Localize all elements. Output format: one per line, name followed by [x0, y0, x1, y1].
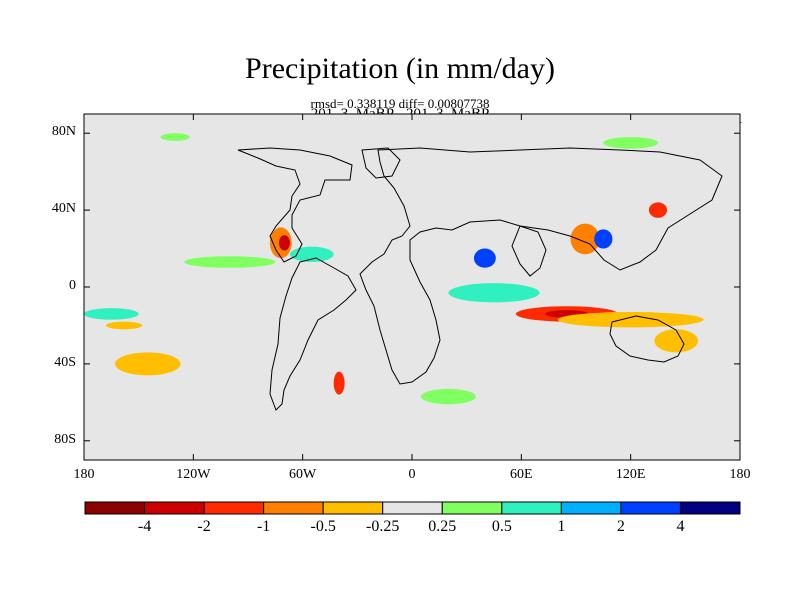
y-tick-label: 40S — [54, 354, 76, 370]
colorbar-swatch — [322, 501, 384, 515]
y-tick-label: 0 — [69, 278, 76, 293]
colorbar-level-label: 1 — [557, 518, 566, 535]
contour-south-pacific-patch — [114, 352, 181, 376]
contour-pacific-eq-west-band — [84, 308, 139, 320]
coastline-australia — [609, 315, 685, 363]
colorbar-level-label: -2 — [197, 518, 211, 535]
colorbar-swatch — [441, 501, 503, 515]
colorbar-swatch — [501, 501, 562, 515]
colorbar-swatch — [263, 501, 324, 515]
coastline-europe-africa-asia — [359, 147, 723, 385]
x-tick-label: 120W — [176, 467, 211, 482]
colorbar-level-label: -4 — [137, 518, 152, 535]
colorbar-level-label: -0.5 — [310, 518, 336, 535]
x-tick-label: 0 — [408, 467, 416, 482]
y-axis-ticks — [84, 132, 740, 442]
colorbar-swatch — [620, 501, 681, 515]
contour-south-indian-ocean-band — [557, 311, 704, 328]
coastline-americas — [237, 147, 357, 411]
x-tick-label: 180 — [729, 467, 751, 482]
x-tick-label: 180 — [73, 467, 95, 482]
x-axis-ticks — [83, 114, 741, 460]
map-title: Precipitation (in mm/day) — [245, 52, 555, 85]
x-tick-label: 60E — [510, 467, 533, 482]
x-tick-label: 120E — [615, 467, 646, 482]
contour-arabian-sea-blue — [473, 248, 496, 268]
colorbar-level-label: 2 — [616, 518, 625, 535]
contour-mexico-core — [278, 235, 290, 251]
colorbar-level-label: 0.5 — [491, 518, 512, 535]
colorbar-swatch — [560, 501, 622, 515]
contour-east-asia-blue — [594, 229, 613, 249]
colorbar-level-label: 4 — [676, 518, 685, 535]
colorbar-swatch — [203, 501, 265, 515]
colorbar-swatch — [382, 501, 443, 515]
colorbar-level-label: 0.25 — [428, 518, 457, 535]
colorbar-swatch — [84, 501, 146, 515]
contour-japan-red — [648, 202, 668, 218]
contour-regions — [84, 133, 704, 405]
x-tick-label: 60W — [289, 467, 317, 482]
colorbar-swatch — [679, 501, 741, 515]
y-tick-label: 80S — [54, 431, 76, 447]
map-background — [84, 114, 740, 460]
colorbar-swatch — [144, 501, 205, 515]
contour-australia-sw-patch — [654, 329, 699, 353]
colorbar — [84, 501, 741, 515]
contour-southern-ocean-green — [421, 388, 476, 405]
contour-west-africa-band — [289, 246, 334, 263]
contour-arctic-green — [160, 133, 190, 141]
contour-siberia-green — [603, 137, 659, 149]
contour-atlantic-eq-belt — [184, 256, 276, 268]
contour-central-pacific-patch — [105, 321, 143, 330]
colorbar-level-label: -1 — [256, 518, 271, 535]
y-tick-label: 40N — [51, 201, 76, 217]
y-tick-label: 80N — [51, 124, 76, 140]
coastline-greenland — [361, 147, 401, 179]
contour-andes-red — [333, 371, 345, 395]
coastlines — [237, 147, 723, 411]
coastline-india — [511, 225, 547, 277]
map-subtitle-stats: rmsd= 0.338119 diff= 0.00807738 — [310, 96, 490, 111]
colorbar-level-label: -0.25 — [366, 518, 400, 535]
contour-indian-ocean-cyan — [448, 283, 540, 303]
